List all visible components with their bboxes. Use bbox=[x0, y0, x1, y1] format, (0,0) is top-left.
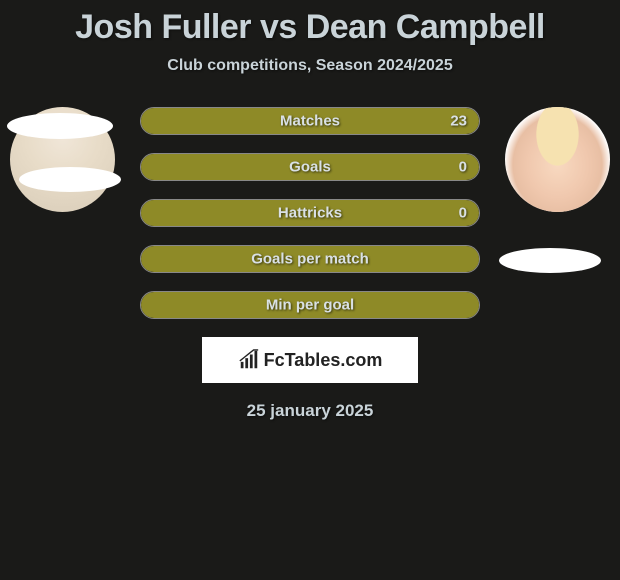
brand-badge: FcTables.com bbox=[202, 337, 418, 383]
bar-label: Goals bbox=[289, 159, 331, 176]
content: Matches 23 Goals 0 Hattricks 0 Goals per match… bbox=[0, 107, 620, 421]
bar-value-right: 0 bbox=[459, 159, 467, 176]
brand-text: FcTables.com bbox=[264, 350, 383, 371]
bar-label: Goals per match bbox=[251, 251, 369, 268]
stat-bar: Hattricks 0 bbox=[140, 199, 480, 227]
stat-bar: Min per goal bbox=[140, 291, 480, 319]
stat-bar: Goals 0 bbox=[140, 153, 480, 181]
avatar-face bbox=[505, 107, 610, 212]
bar-chart-icon bbox=[238, 349, 260, 371]
bar-label: Hattricks bbox=[278, 205, 342, 222]
decorative-oval bbox=[499, 248, 601, 273]
header: Josh Fuller vs Dean Campbell Club compet… bbox=[0, 0, 620, 75]
player-right-avatar bbox=[505, 107, 610, 212]
bar-value-right: 0 bbox=[459, 205, 467, 222]
bar-label: Matches bbox=[280, 113, 340, 130]
page-subtitle: Club competitions, Season 2024/2025 bbox=[0, 57, 620, 75]
page-title: Josh Fuller vs Dean Campbell bbox=[0, 8, 620, 47]
bar-label: Min per goal bbox=[266, 297, 354, 314]
snapshot-date: 25 january 2025 bbox=[0, 401, 620, 421]
decorative-oval bbox=[19, 167, 121, 192]
stat-bar: Goals per match bbox=[140, 245, 480, 273]
bar-value-right: 23 bbox=[450, 113, 467, 130]
decorative-oval bbox=[7, 113, 113, 139]
stat-bars: Matches 23 Goals 0 Hattricks 0 Goals per match… bbox=[140, 107, 480, 319]
stat-bar: Matches 23 bbox=[140, 107, 480, 135]
